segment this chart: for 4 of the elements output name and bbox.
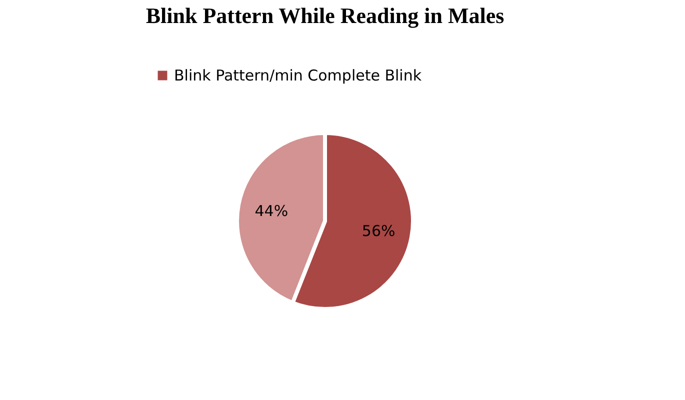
- data-label: 56%: [362, 222, 396, 240]
- data-label: 44%: [254, 202, 288, 220]
- chart-title: Blink Pattern While Reading in Males: [146, 3, 505, 28]
- legend-label: Blink Pattern/min Complete Blink: [174, 66, 422, 84]
